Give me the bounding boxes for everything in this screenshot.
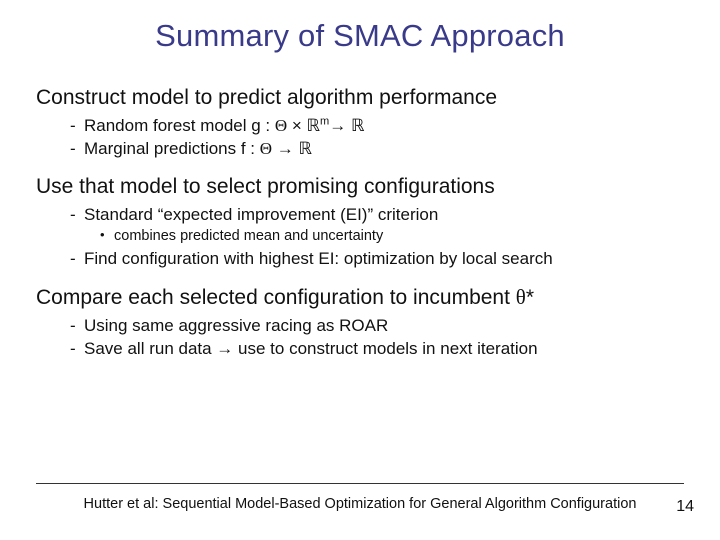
page-number: 14 [676, 498, 694, 516]
list-item: Using same aggressive racing as ROAR [70, 314, 684, 337]
section-heading: Compare each selected configuration to i… [36, 285, 684, 310]
section-items: Random forest model g : Θ × ℝm→ ℝMargina… [70, 114, 684, 161]
section-heading: Use that model to select promising confi… [36, 175, 684, 199]
footer-citation: Hutter et al: Sequential Model-Based Opt… [0, 496, 720, 512]
list-item: Find configuration with highest EI: opti… [70, 247, 684, 270]
slide-body: Construct model to predict algorithm per… [36, 86, 684, 361]
sub-list-item: combines predicted mean and uncertainty [100, 226, 684, 247]
section-heading: Construct model to predict algorithm per… [36, 86, 684, 110]
slide-title: Summary of SMAC Approach [36, 18, 684, 54]
list-item: Random forest model g : Θ × ℝm→ ℝ [70, 114, 684, 137]
slide: Summary of SMAC Approach Construct model… [0, 0, 720, 540]
section-items: Using same aggressive racing as ROARSave… [70, 314, 684, 361]
list-item: Standard “expected improvement (EI)” cri… [70, 203, 684, 226]
sub-list: combines predicted mean and uncertainty [100, 226, 684, 247]
list-item: Save all run data → use to construct mod… [70, 337, 684, 360]
footer-rule [36, 483, 684, 484]
list-item: Marginal predictions f : Θ → ℝ [70, 137, 684, 160]
section-items: Standard “expected improvement (EI)” cri… [70, 203, 684, 271]
